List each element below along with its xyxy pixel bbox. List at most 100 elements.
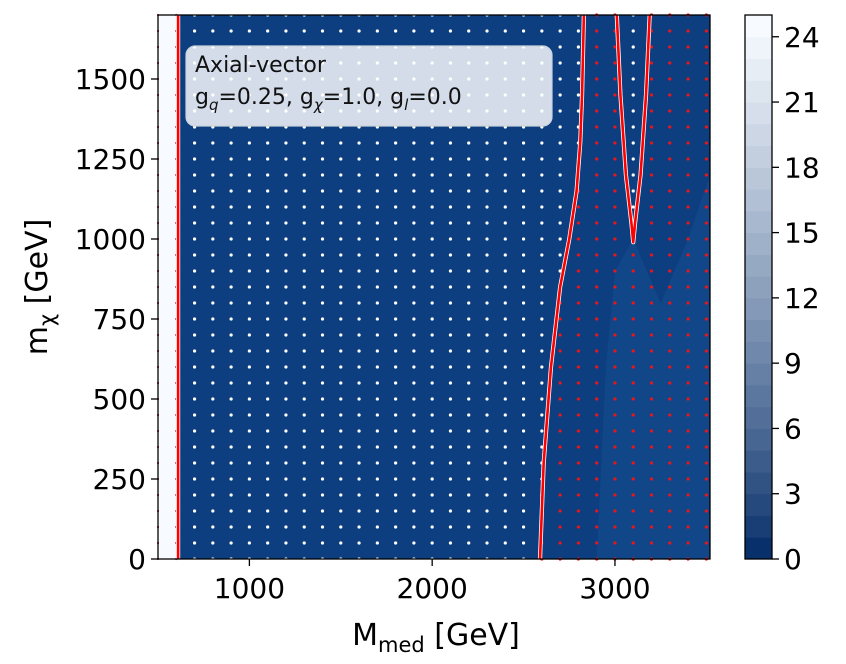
scan-point [302, 509, 306, 513]
scan-point [558, 333, 562, 337]
scan-point [668, 509, 672, 513]
scan-point [284, 333, 288, 337]
scan-point [521, 285, 526, 289]
scan-point [266, 237, 270, 241]
scan-point [613, 461, 617, 465]
scan-point [631, 333, 635, 337]
scan-point [339, 269, 343, 273]
scan-point [467, 333, 471, 337]
scan-point [595, 429, 599, 433]
scan-point [430, 301, 434, 305]
scan-point [521, 397, 526, 401]
colorbar-level [745, 167, 772, 190]
scan-point [302, 445, 306, 449]
scan-point [668, 237, 672, 241]
scan-point [485, 269, 489, 273]
scan-point [192, 365, 197, 369]
scan-point [375, 429, 379, 433]
scan-point [576, 541, 580, 545]
scan-point [704, 29, 708, 33]
scan-point [394, 205, 398, 209]
scan-point [266, 461, 270, 465]
scan-point [595, 317, 599, 321]
scan-point [485, 509, 489, 513]
scan-point [284, 525, 288, 529]
scan-point [339, 429, 343, 433]
scan-point [467, 477, 471, 481]
scan-point [558, 77, 562, 81]
scan-point [339, 253, 343, 257]
scan-point [266, 29, 270, 33]
scan-point [540, 349, 544, 353]
scan-point [704, 413, 708, 417]
colorbar-level [745, 15, 772, 38]
scan-point [595, 397, 599, 401]
scan-point [284, 397, 288, 401]
scan-point [467, 429, 471, 433]
scan-point [503, 317, 507, 321]
scan-point [394, 237, 398, 241]
scan-point [357, 173, 361, 177]
scan-point [339, 29, 343, 33]
scan-point [266, 333, 270, 337]
scan-point [595, 301, 599, 305]
scan-point [485, 365, 489, 369]
annotation-line1: Axial-vector [195, 53, 327, 78]
scan-point [521, 333, 526, 337]
scan-point [485, 397, 489, 401]
scan-point [284, 189, 288, 193]
scan-point [558, 445, 562, 449]
scan-point [558, 381, 562, 385]
scan-point [467, 285, 471, 289]
scan-point [302, 429, 306, 433]
scan-point [503, 205, 507, 209]
scan-point [704, 109, 708, 113]
scan-point [668, 77, 672, 81]
scan-point [266, 173, 270, 177]
scan-point [284, 269, 288, 273]
scan-point [540, 317, 544, 321]
scan-point [448, 477, 453, 481]
scan-point [211, 317, 215, 321]
scan-point [503, 253, 507, 257]
scan-point [467, 397, 471, 401]
scan-point [485, 221, 489, 225]
scan-point [467, 237, 471, 241]
scan-point [302, 365, 306, 369]
scan-point [704, 381, 708, 385]
scan-point [302, 253, 306, 257]
scan-point [595, 237, 599, 241]
scan-point [668, 317, 672, 321]
scan-point [375, 381, 379, 385]
scan-point [704, 253, 708, 257]
scan-point [320, 157, 325, 161]
scan-point [211, 269, 215, 273]
scan-point [284, 317, 288, 321]
y-tick-label: 1250 [75, 143, 146, 176]
scan-point [595, 525, 599, 529]
scan-point [686, 29, 690, 33]
scan-point [649, 445, 654, 449]
scan-point [668, 173, 672, 177]
scan-point [613, 45, 617, 49]
scan-point [229, 285, 233, 289]
scan-point [266, 157, 270, 161]
scan-point [375, 525, 379, 529]
annotation-line2: gq=0.25, gχ=1.0, gl=0.0 [195, 85, 462, 114]
scan-point [540, 189, 544, 193]
scan-point [595, 445, 599, 449]
scan-point [192, 445, 197, 449]
scan-point [192, 333, 197, 337]
scan-point [394, 493, 398, 497]
scan-point [229, 253, 233, 257]
scan-point [485, 541, 489, 545]
scan-point [668, 93, 672, 97]
scan-point [613, 429, 617, 433]
scan-point [503, 461, 507, 465]
scan-point [192, 349, 197, 353]
scan-point [211, 365, 215, 369]
scan-point [576, 301, 580, 305]
scan-point [412, 269, 416, 273]
scan-point [247, 493, 251, 497]
scan-point [503, 301, 507, 305]
